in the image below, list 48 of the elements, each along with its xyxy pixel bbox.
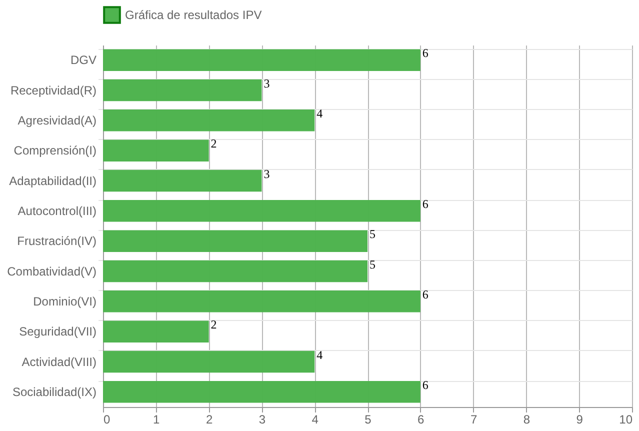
y-tick-label: Agresividad(A) <box>18 113 96 128</box>
x-tick-label: 6 <box>418 412 425 426</box>
legend-label: Gráfica de resultados IPV <box>125 8 262 22</box>
y-tick-label: Sociabilidad(IX) <box>12 384 96 399</box>
y-tick-label: Actividad(VIII) <box>22 354 96 369</box>
bar <box>103 260 368 282</box>
bar <box>103 79 262 102</box>
y-tick-label: Combatividad(V) <box>7 264 96 278</box>
x-tick-label: 9 <box>576 412 584 426</box>
bar <box>103 381 420 403</box>
x-tick-label: 1 <box>153 412 160 426</box>
data-label: 5 <box>370 227 376 242</box>
data-label: 2 <box>210 136 217 151</box>
y-tick-label: Frustración(IV) <box>17 234 96 248</box>
y-tick-label: Autocontrol(III) <box>18 204 96 218</box>
x-tick-label: 7 <box>470 412 478 426</box>
data-label: 3 <box>264 76 270 90</box>
data-label: 4 <box>316 348 323 362</box>
y-tick-label: DGV <box>70 53 96 68</box>
data-label: 6 <box>422 287 428 302</box>
data-label: 5 <box>370 257 376 272</box>
y-tick-label: Comprensión(I) <box>14 144 96 158</box>
bar <box>103 230 368 252</box>
data-label: 3 <box>264 166 270 181</box>
x-tick-label: 2 <box>206 412 213 426</box>
data-label: 6 <box>422 196 428 211</box>
bar <box>103 140 209 162</box>
bar <box>103 110 315 132</box>
data-label: 6 <box>422 46 428 60</box>
data-label: 6 <box>422 378 428 392</box>
bar <box>103 170 262 192</box>
y-tick-label: Receptividad(R) <box>10 83 96 98</box>
data-label: 4 <box>316 106 323 120</box>
x-tick-label: 0 <box>104 412 110 426</box>
y-tick-label: Adaptabilidad(II) <box>9 174 96 188</box>
x-tick-label: 4 <box>312 412 319 426</box>
data-label: 2 <box>210 318 217 332</box>
bar <box>103 320 209 342</box>
bar <box>103 350 315 373</box>
x-tick-label: 5 <box>364 412 372 426</box>
x-tick-label: 3 <box>258 412 266 426</box>
y-tick-label: Dominio(VI) <box>33 294 96 308</box>
x-tick-label: 8 <box>523 412 530 426</box>
y-tick-label: Seguridad(VII) <box>19 324 96 339</box>
bar <box>103 290 420 312</box>
x-tick-label: 10 <box>619 412 633 426</box>
bar <box>103 200 420 222</box>
bar <box>103 49 420 71</box>
